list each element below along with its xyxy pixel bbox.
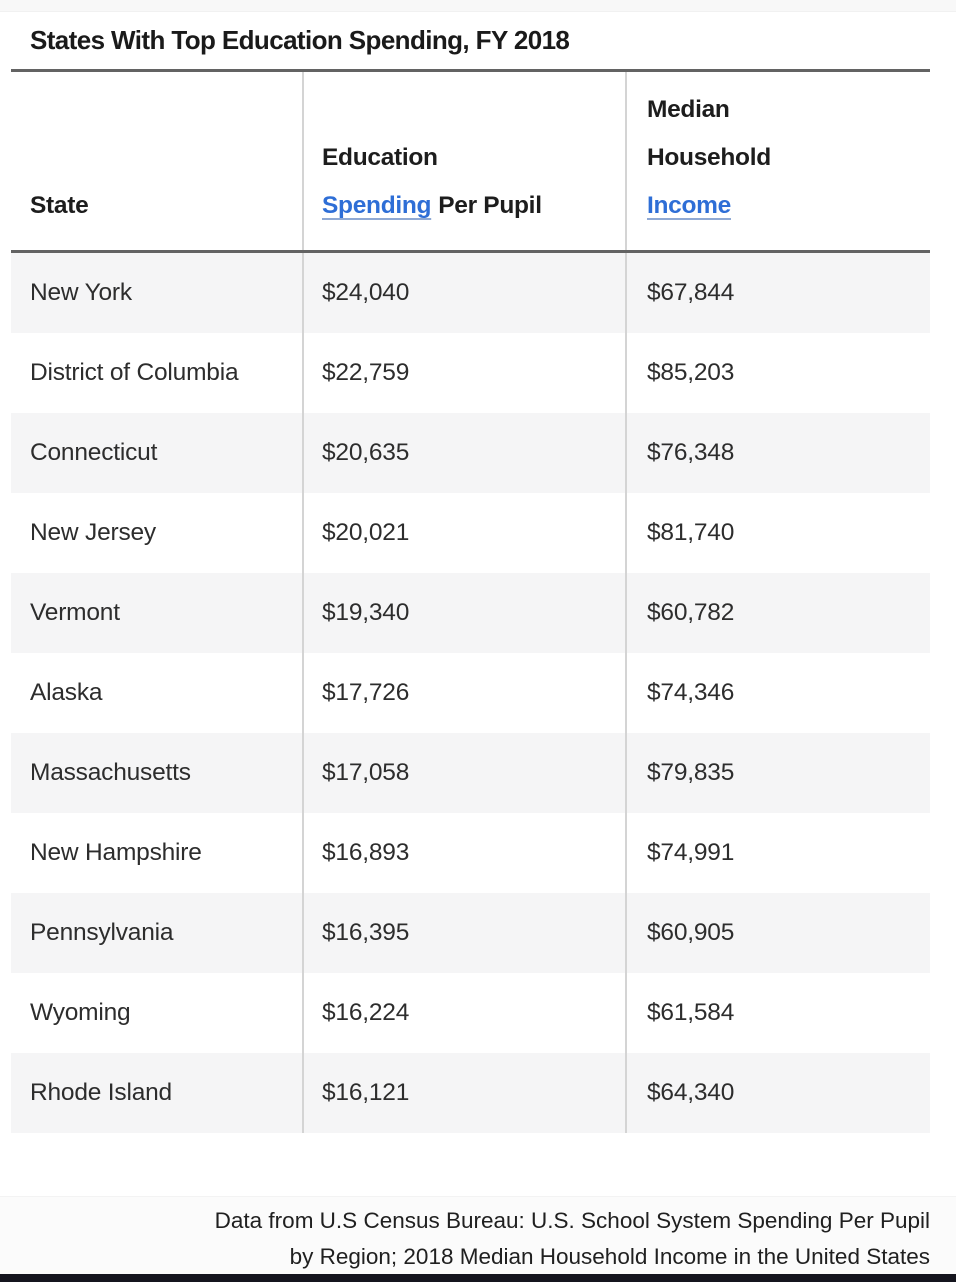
top-strip — [0, 0, 956, 12]
education-spending-table: State Education Spending Per Pupil Median… — [11, 69, 930, 1133]
cell-state: Pennsylvania — [30, 919, 174, 946]
cell-state: Vermont — [30, 599, 120, 626]
cell-income: $76,348 — [625, 413, 930, 493]
cell-income: $79,835 — [625, 733, 930, 813]
header-income-line3: Income — [647, 182, 731, 230]
table-row: Alaska $17,726 $74,346 — [11, 653, 930, 733]
cell-state: New York — [30, 279, 132, 306]
cell-income: $74,991 — [625, 813, 930, 893]
table-row: Rhode Island $16,121 $64,340 — [11, 1053, 930, 1133]
cell-income: $64,340 — [625, 1053, 930, 1133]
cell-state: New Jersey — [30, 519, 156, 546]
bottom-bar — [0, 1274, 956, 1282]
table-row: Wyoming $16,224 $61,584 — [11, 973, 930, 1053]
source-line-2: by Region; 2018 Median Household Income … — [289, 1244, 930, 1269]
cell-state: Rhode Island — [30, 1079, 172, 1106]
cell-income: $85,203 — [625, 333, 930, 413]
header-spending-line1: Education — [322, 144, 438, 171]
header-cell-income: Median Household Income — [625, 72, 930, 250]
cell-income: $81,740 — [625, 493, 930, 573]
cell-spending: $20,021 — [302, 493, 625, 573]
spending-link[interactable]: Spending — [322, 192, 432, 219]
table-row: New Hampshire $16,893 $74,991 — [11, 813, 930, 893]
cell-spending: $22,759 — [302, 333, 625, 413]
header-cell-state: State — [11, 72, 302, 250]
header-income-line2: Household — [647, 144, 771, 171]
header-spending-rest: Per Pupil — [438, 192, 542, 219]
header-state-label: State — [30, 192, 89, 219]
table-row: Pennsylvania $16,395 $60,905 — [11, 893, 930, 973]
cell-income: $60,782 — [625, 573, 930, 653]
cell-state: Connecticut — [30, 439, 158, 466]
table-row: Connecticut $20,635 $76,348 — [11, 413, 930, 493]
cell-income: $61,584 — [625, 973, 930, 1053]
table-header: State Education Spending Per Pupil Median… — [11, 72, 930, 253]
cell-income: $67,844 — [625, 253, 930, 333]
cell-state: District of Columbia — [30, 359, 239, 386]
cell-spending: $20,635 — [302, 413, 625, 493]
cell-spending: $17,726 — [302, 653, 625, 733]
cell-state: Alaska — [30, 679, 103, 706]
cell-state: Massachusetts — [30, 759, 191, 786]
page-title: States With Top Education Spending, FY 2… — [30, 25, 570, 55]
income-link[interactable]: Income — [647, 192, 731, 219]
cell-spending: $16,121 — [302, 1053, 625, 1133]
table-row: New Jersey $20,021 $81,740 — [11, 493, 930, 573]
table-body: New York $24,040 $67,844 District of Col… — [11, 253, 930, 1133]
cell-spending: $16,224 — [302, 973, 625, 1053]
cell-state: Wyoming — [30, 999, 131, 1026]
source-line-1: Data from U.S Census Bureau: U.S. School… — [214, 1208, 930, 1233]
cell-income: $74,346 — [625, 653, 930, 733]
cell-spending: $16,395 — [302, 893, 625, 973]
header-cell-spending: Education Spending Per Pupil — [302, 72, 625, 250]
cell-spending: $24,040 — [302, 253, 625, 333]
table-row: Massachusetts $17,058 $79,835 — [11, 733, 930, 813]
header-spending-line2: Spending Per Pupil — [322, 182, 542, 230]
table-row: Vermont $19,340 $60,782 — [11, 573, 930, 653]
cell-spending: $19,340 — [302, 573, 625, 653]
table-row: New York $24,040 $67,844 — [11, 253, 930, 333]
cell-spending: $16,893 — [302, 813, 625, 893]
header-income-line1: Median — [647, 96, 730, 123]
cell-state: New Hampshire — [30, 839, 202, 866]
table-row: District of Columbia $22,759 $85,203 — [11, 333, 930, 413]
source-note: Data from U.S Census Bureau: U.S. School… — [0, 1196, 956, 1274]
cell-spending: $17,058 — [302, 733, 625, 813]
cell-income: $60,905 — [625, 893, 930, 973]
